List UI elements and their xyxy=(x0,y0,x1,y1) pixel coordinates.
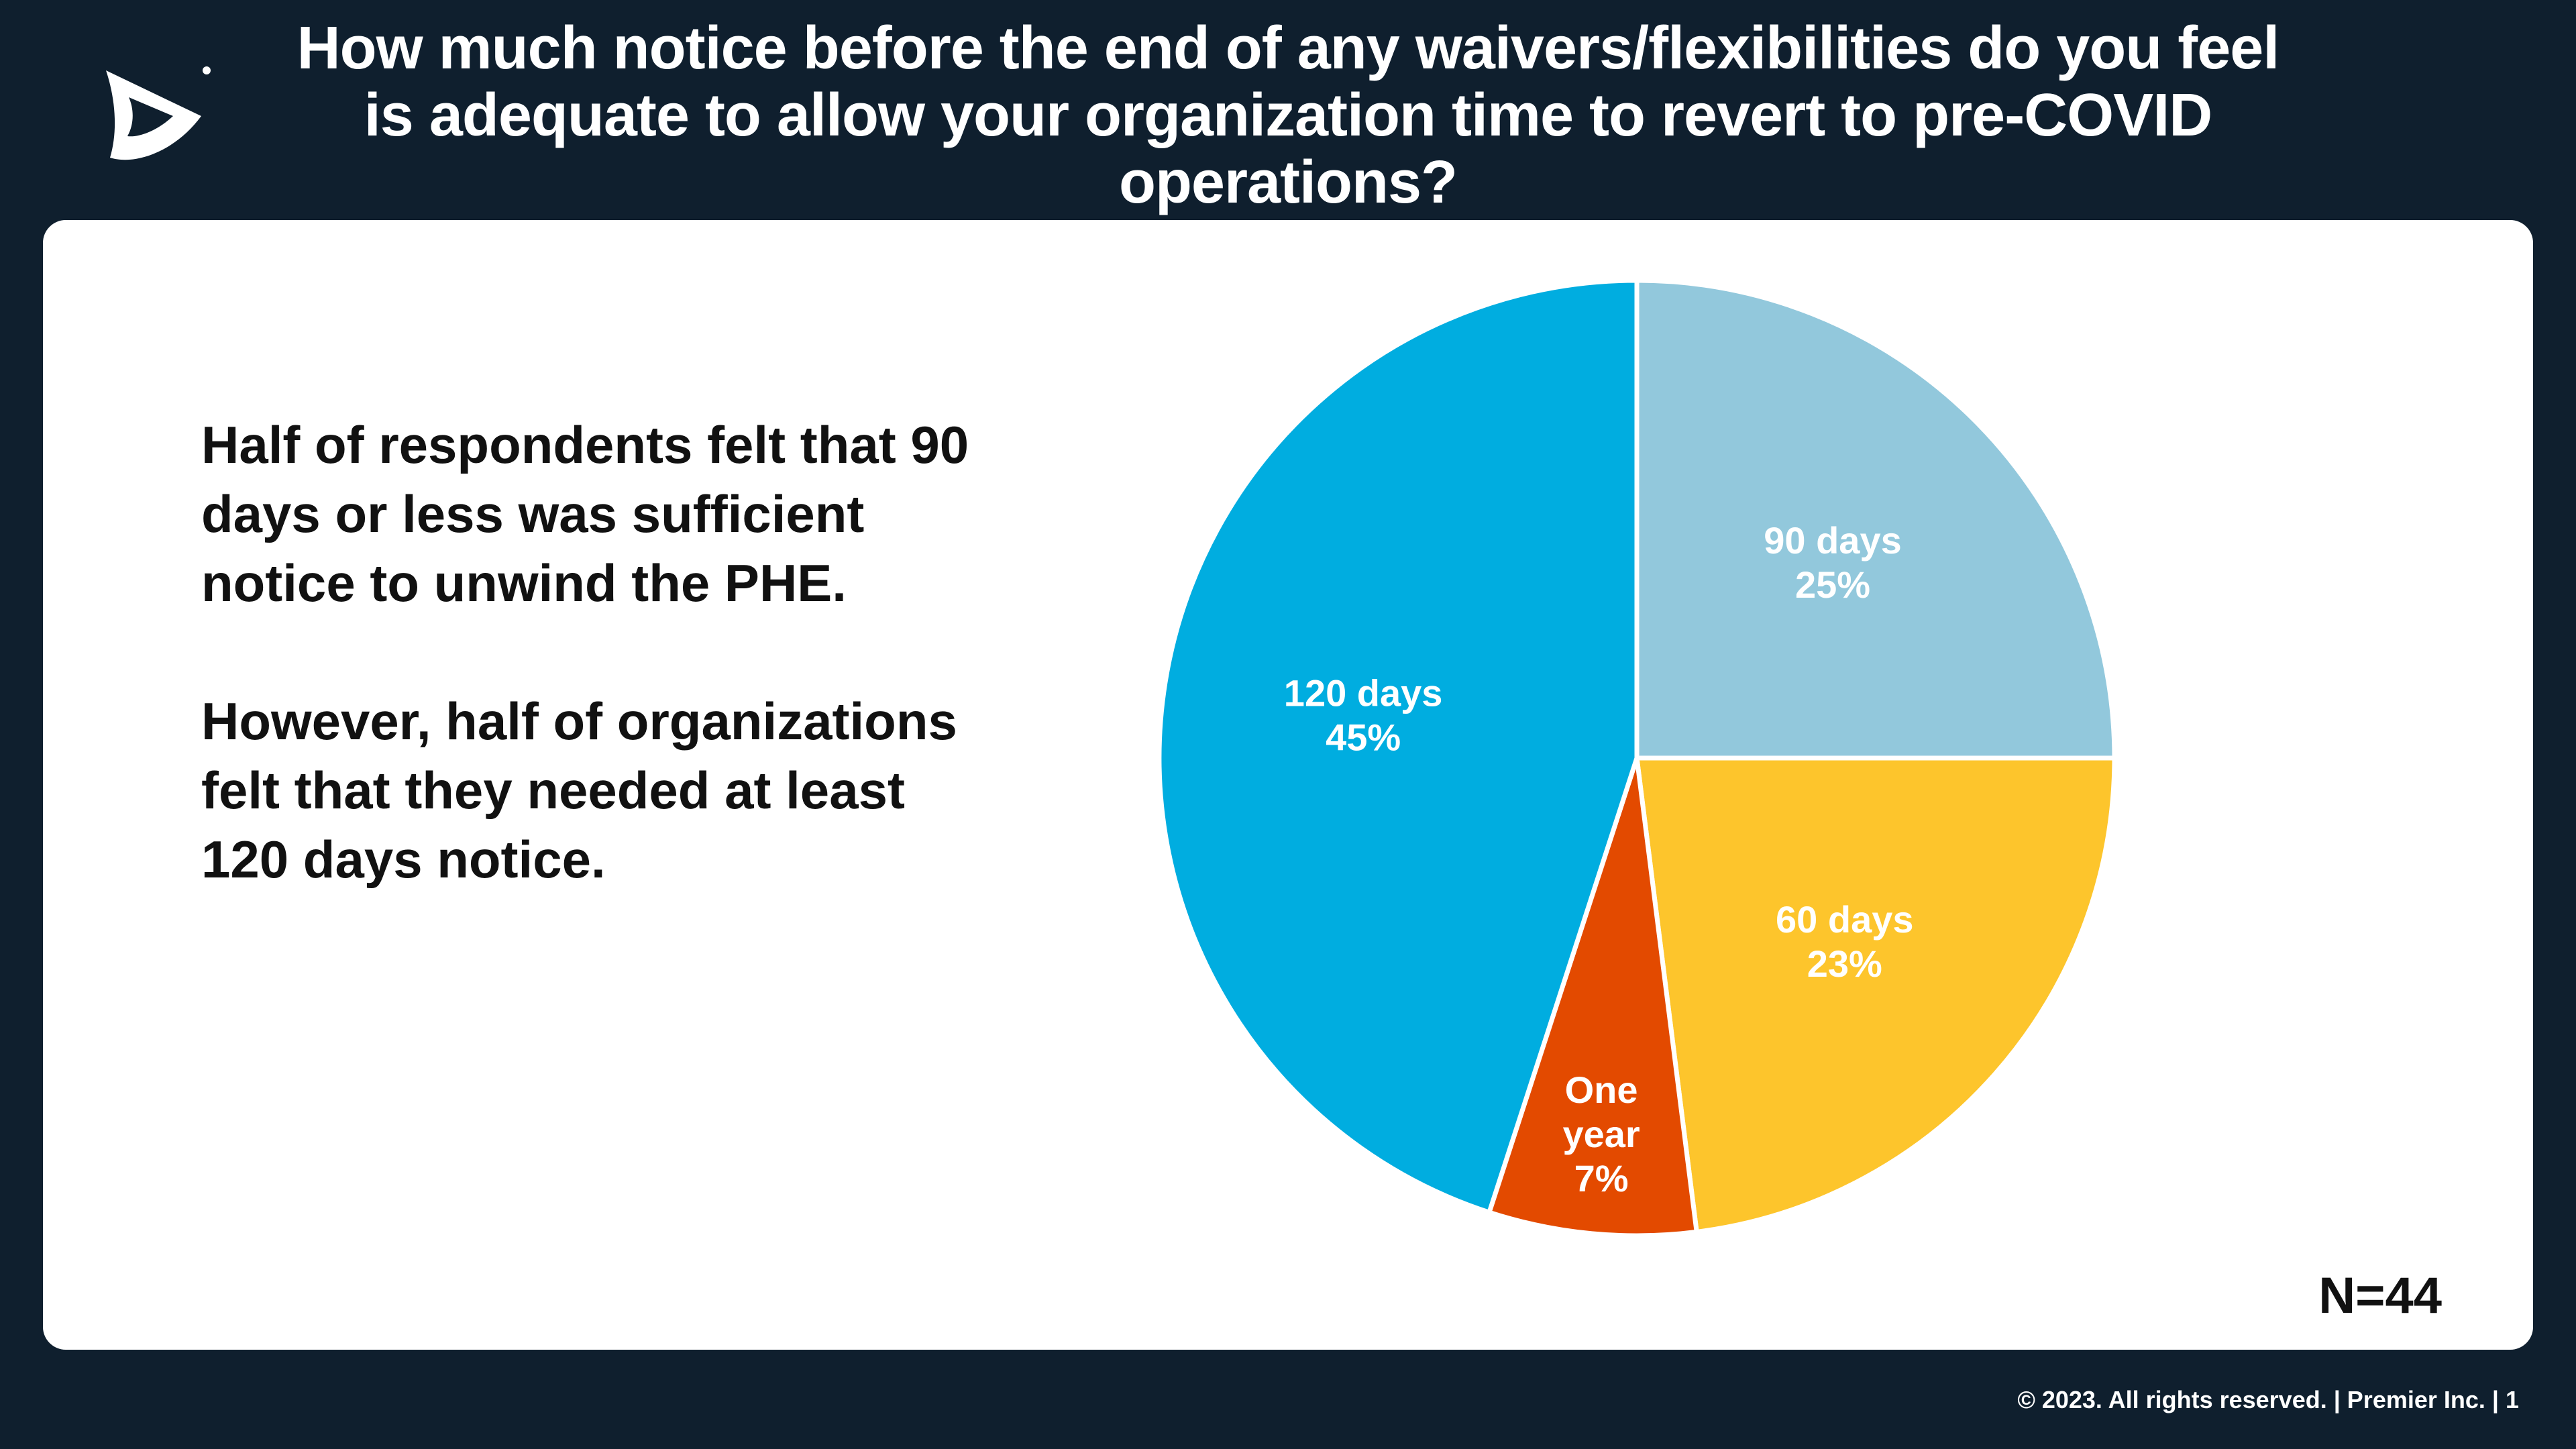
pie-slice-1 xyxy=(1634,755,2117,1234)
pie-slice-0 xyxy=(1634,278,2117,761)
summary-paragraph-2: However, half of organizations felt that… xyxy=(201,692,957,889)
pie-slice-category-label: One xyxy=(1565,1069,1638,1111)
pie-slice-category-label: 90 days xyxy=(1764,519,1902,561)
sample-size-label: N=44 xyxy=(2318,1267,2442,1324)
pie-slice-percent-label: 23% xyxy=(1807,943,1882,985)
premier-logo-icon xyxy=(106,66,211,160)
pie-slice-category-label: year xyxy=(1562,1113,1640,1155)
summary-text: Half of respondents felt that 90 days or… xyxy=(201,411,1006,894)
pie-slice-category-label: 60 days xyxy=(1776,898,1914,941)
pie-slice-category-label: 120 days xyxy=(1284,672,1443,714)
pie-slice-2 xyxy=(1487,755,1699,1238)
pie-slice-percent-label: 25% xyxy=(1795,564,1870,606)
pie-slice-percent-label: 45% xyxy=(1326,716,1401,758)
copyright-footer: © 2023. All rights reserved. | Premier I… xyxy=(2017,1386,2519,1413)
pie-slice-percent-label: 7% xyxy=(1574,1157,1629,1199)
summary-paragraph-1: Half of respondents felt that 90 days or… xyxy=(201,415,969,612)
pie-slice-3 xyxy=(1157,278,1640,1215)
slide-title: How much notice before the end of any wa… xyxy=(297,15,2280,216)
